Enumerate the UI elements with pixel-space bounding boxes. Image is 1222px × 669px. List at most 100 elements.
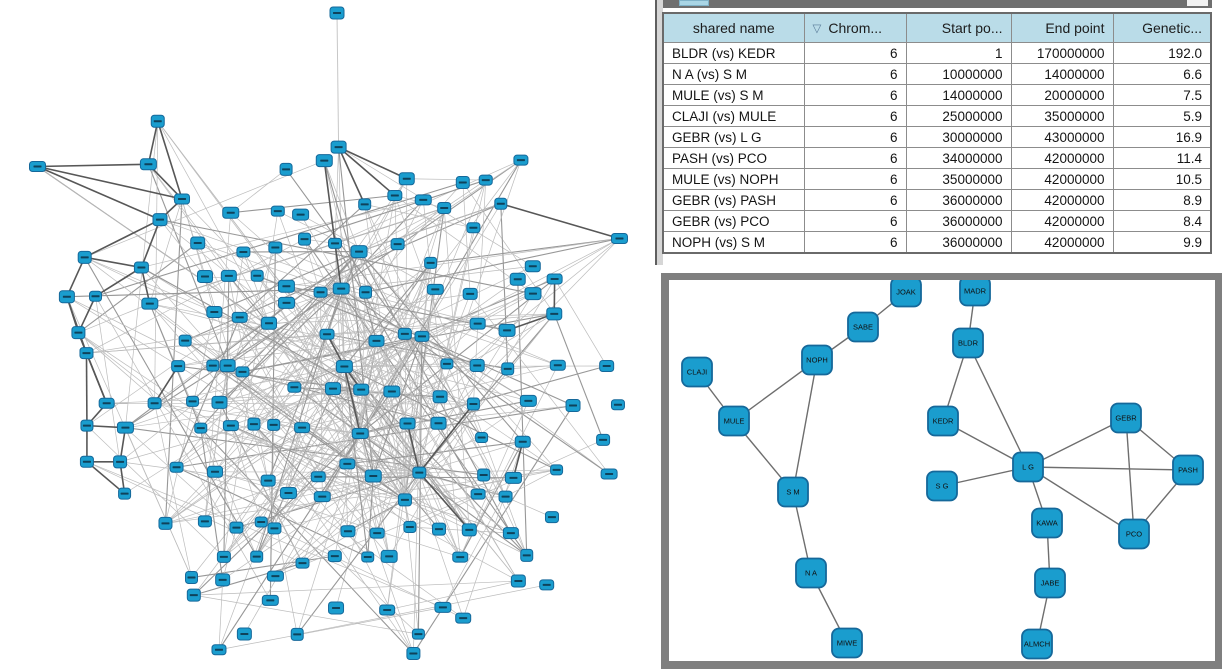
network-node[interactable] — [610, 399, 625, 411]
network-node[interactable] — [351, 428, 369, 440]
network-node[interactable] — [220, 269, 237, 282]
network-node[interactable] — [206, 359, 220, 372]
network-node[interactable] — [71, 326, 86, 340]
cell-value[interactable]: 1 — [905, 42, 1012, 64]
column-header-chromosome[interactable]: ▽ Chrom... — [803, 12, 907, 43]
network-node[interactable] — [452, 551, 469, 563]
cell-value[interactable]: 34000000 — [905, 147, 1012, 169]
network-node-kedr[interactable]: KEDR — [927, 405, 959, 437]
network-node[interactable] — [600, 468, 618, 480]
network-node[interactable] — [190, 236, 206, 250]
cell-value[interactable]: 35000000 — [905, 168, 1012, 190]
network-node[interactable] — [361, 551, 375, 563]
table-row[interactable]: GEBR (vs) PASH 6 36000000 42000000 8.9 — [662, 189, 1212, 211]
network-node[interactable] — [206, 306, 223, 319]
node-shape[interactable] — [1021, 628, 1053, 660]
cell-shared-name[interactable]: CLAJI (vs) MULE — [662, 105, 805, 127]
cell-value[interactable]: 6 — [803, 126, 907, 148]
cell-value[interactable]: 9.9 — [1112, 231, 1212, 254]
column-header-shared-name[interactable]: shared name — [662, 12, 805, 43]
network-node[interactable] — [98, 397, 115, 409]
network-node-madr[interactable]: MADR — [959, 280, 991, 307]
network-node[interactable] — [466, 397, 480, 411]
cell-value[interactable]: 14000000 — [1010, 63, 1114, 85]
table-row[interactable]: MULE (vs) NOPH 6 35000000 42000000 10.5 — [662, 168, 1212, 190]
node-shape[interactable] — [1034, 567, 1066, 599]
network-node[interactable] — [260, 474, 276, 487]
network-node[interactable] — [315, 154, 333, 168]
cell-value[interactable]: 6 — [803, 231, 907, 254]
network-node[interactable] — [319, 328, 335, 340]
network-node[interactable] — [424, 256, 438, 269]
network-node[interactable] — [524, 287, 542, 301]
network-node[interactable] — [470, 488, 486, 500]
cell-value[interactable]: 35000000 — [1010, 105, 1114, 127]
network-node[interactable] — [287, 381, 302, 393]
cell-value[interactable]: 43000000 — [1010, 126, 1114, 148]
cell-value[interactable]: 192.0 — [1112, 42, 1212, 64]
network-node[interactable] — [186, 588, 201, 602]
network-node-bldr[interactable]: BLDR — [952, 327, 984, 359]
network-node[interactable] — [466, 222, 481, 234]
network-node[interactable] — [206, 465, 223, 478]
network-node[interactable] — [325, 382, 342, 396]
network-node[interactable] — [211, 644, 227, 656]
cell-value[interactable]: 6 — [803, 147, 907, 169]
network-node[interactable] — [501, 362, 515, 376]
network-node-sabe[interactable]: SABE — [847, 311, 879, 343]
network-node[interactable] — [369, 527, 385, 539]
cell-value[interactable]: 8.9 — [1112, 189, 1212, 211]
network-node[interactable] — [514, 435, 531, 448]
network-node[interactable] — [150, 114, 165, 128]
network-node[interactable] — [215, 573, 231, 587]
network-node[interactable] — [236, 627, 252, 641]
table-row[interactable]: NOPH (vs) S M 6 36000000 42000000 9.9 — [662, 231, 1212, 254]
network-node[interactable] — [335, 359, 353, 373]
network-node[interactable] — [339, 458, 356, 470]
network-node[interactable] — [278, 296, 296, 309]
network-node[interactable] — [279, 162, 293, 176]
network-node[interactable] — [397, 327, 412, 340]
network-node[interactable] — [197, 515, 212, 528]
cell-value[interactable]: 170000000 — [1010, 42, 1114, 64]
network-node[interactable] — [294, 422, 311, 434]
network-node[interactable] — [368, 334, 385, 347]
network-node-miwe[interactable]: MIWE — [831, 627, 863, 659]
network-node[interactable] — [298, 232, 312, 246]
cell-value[interactable]: 6 — [803, 168, 907, 190]
network-node[interactable] — [186, 395, 200, 407]
network-node[interactable] — [267, 418, 281, 431]
network-node[interactable] — [397, 493, 412, 507]
network-node[interactable] — [290, 627, 304, 641]
network-node[interactable] — [498, 323, 516, 337]
network-node[interactable] — [277, 279, 295, 293]
cell-value[interactable]: 6.6 — [1112, 63, 1212, 85]
network-node[interactable] — [509, 272, 526, 286]
cell-value[interactable]: 16.9 — [1112, 126, 1212, 148]
network-node-pco[interactable]: PCO — [1118, 518, 1150, 550]
network-node[interactable] — [139, 158, 157, 171]
network-node[interactable] — [231, 311, 248, 323]
network-node[interactable] — [268, 241, 283, 254]
network-node[interactable] — [364, 469, 382, 483]
network-node[interactable] — [313, 286, 328, 298]
cell-value[interactable]: 10000000 — [905, 63, 1012, 85]
cell-value[interactable]: 42000000 — [1010, 210, 1114, 232]
cell-value[interactable]: 6 — [803, 105, 907, 127]
cell-shared-name[interactable]: GEBR (vs) PASH — [662, 189, 805, 211]
table-row[interactable]: GEBR (vs) L G 6 30000000 43000000 16.9 — [662, 126, 1212, 148]
network-node[interactable] — [250, 269, 264, 282]
network-node[interactable] — [28, 160, 46, 172]
network-node[interactable] — [58, 290, 75, 304]
cell-value[interactable]: 14000000 — [905, 84, 1012, 106]
network-node[interactable] — [216, 550, 231, 563]
node-shape[interactable] — [831, 627, 863, 659]
column-header-end-point[interactable]: End point — [1010, 12, 1114, 43]
network-node[interactable] — [478, 174, 493, 186]
network-node[interactable] — [222, 420, 239, 432]
network-node[interactable] — [261, 316, 278, 330]
network-node-mule[interactable]: MULE — [718, 405, 750, 437]
cell-shared-name[interactable]: BLDR (vs) KEDR — [662, 42, 805, 64]
network-node[interactable] — [329, 6, 345, 20]
node-shape[interactable] — [795, 557, 827, 589]
